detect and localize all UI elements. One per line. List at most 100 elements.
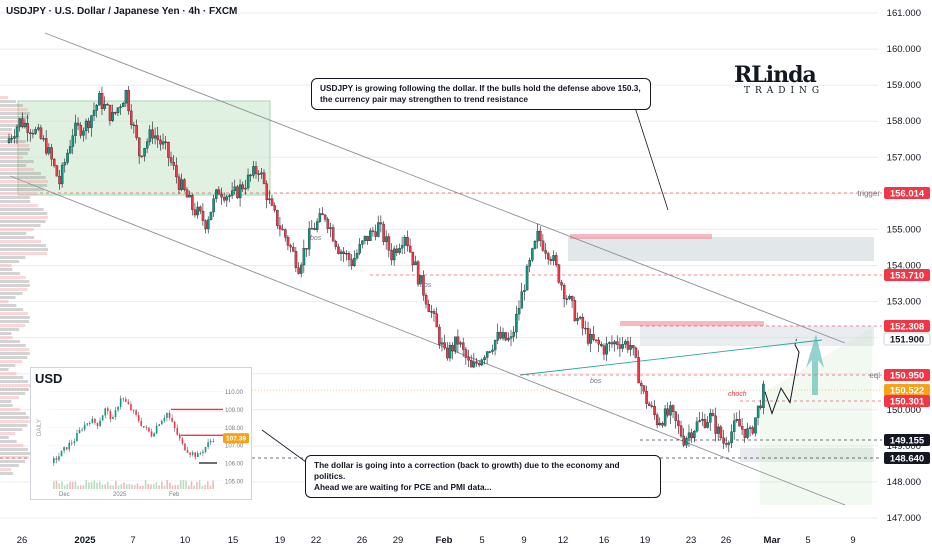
x-tick-label: Feb — [436, 535, 453, 546]
y-tick-label: 155.000 — [887, 224, 921, 235]
candle-body — [246, 174, 250, 189]
volume-profile-bar — [0, 396, 20, 399]
candle-body — [658, 422, 662, 426]
inset-candle-body — [150, 431, 153, 437]
volume-profile-bar — [0, 412, 26, 415]
supply-zone-top-2 — [620, 321, 764, 326]
candle-body — [244, 187, 247, 190]
x-tick-label: 10 — [180, 535, 191, 546]
candle-body — [488, 351, 492, 353]
candle-body — [103, 104, 106, 109]
inset-candle-body — [184, 443, 186, 451]
candle-body — [164, 141, 168, 143]
candle-body — [199, 206, 202, 212]
volume-profile-bar — [0, 332, 12, 335]
candle-body — [98, 92, 101, 106]
candle-body — [539, 230, 542, 241]
inset-volume-bar — [120, 484, 123, 489]
candle-body — [640, 382, 643, 386]
inset-candle-body — [179, 434, 181, 439]
volume-profile-bar — [0, 372, 17, 375]
volume-profile-bar — [0, 260, 20, 263]
channel-upper-line — [44, 32, 846, 344]
candle-body — [624, 341, 627, 345]
candle-body — [292, 246, 295, 252]
inset-candle-body — [119, 398, 122, 407]
bos-label: bos — [590, 378, 602, 385]
candle-body — [491, 349, 494, 352]
candle-body — [45, 138, 48, 154]
candle-body — [480, 359, 484, 366]
volume-profile-bar — [0, 208, 44, 211]
volume-profile-bar — [0, 416, 30, 419]
y-tick-label: 153.000 — [887, 297, 921, 308]
candle-body — [21, 118, 24, 128]
candle-body — [520, 291, 523, 309]
rlinda-logo: RLinda TRADING — [734, 64, 824, 97]
candle-body — [366, 235, 369, 242]
volume-profile-bar — [0, 240, 42, 243]
inset-volume-bar — [55, 480, 58, 489]
candle-body — [111, 112, 114, 121]
volume-profile-bar — [0, 272, 20, 275]
x-tick-label: 19 — [640, 535, 651, 546]
candle-body — [626, 341, 630, 350]
inset-candle-body — [171, 417, 173, 422]
price-level-badge — [884, 384, 930, 396]
inset-candle-body — [202, 451, 204, 454]
candle-body — [701, 419, 704, 421]
candle-body — [475, 361, 478, 364]
inset-candle-body — [114, 410, 117, 418]
candle-body — [238, 184, 242, 199]
candle-body — [18, 118, 21, 128]
candle-body — [695, 421, 699, 432]
candle-body — [549, 258, 553, 261]
price-level-value: 149.155 — [890, 436, 925, 447]
price-level-value: 156.014 — [890, 189, 925, 200]
candle-body — [456, 336, 460, 345]
candle-body — [100, 92, 104, 109]
inset-x-tick: Dec — [59, 492, 70, 498]
candle-body — [515, 313, 518, 333]
candle-body — [677, 420, 680, 426]
volume-profile-bar — [0, 384, 30, 387]
candle-body — [424, 295, 428, 305]
inset-volume-bar — [104, 484, 106, 489]
candle-body — [334, 240, 338, 247]
inset-candle-body — [176, 428, 179, 435]
candle-body — [286, 237, 290, 246]
candle-body — [108, 104, 112, 121]
candle-body — [642, 385, 646, 392]
candle-body — [79, 124, 83, 136]
inset-volume-bar — [193, 485, 195, 489]
volume-profile-bar — [0, 284, 30, 287]
volume-profile-bar — [0, 120, 26, 123]
x-tick-label: 2025 — [74, 535, 96, 546]
candle-body — [172, 162, 176, 166]
volume-profile-bar — [0, 344, 26, 347]
candle-body — [576, 318, 579, 321]
inset-candle-body — [212, 441, 215, 442]
x-tick-label: 15 — [228, 535, 239, 546]
x-tick-label: 5 — [479, 535, 484, 546]
price-level-badge — [884, 369, 930, 381]
candle-body — [703, 419, 707, 428]
inset-candle-body — [89, 423, 91, 424]
candle-body — [565, 298, 569, 300]
volume-profile-bar — [0, 168, 35, 171]
candle-body — [451, 344, 454, 352]
inset-candle-body — [130, 404, 132, 411]
volume-profile-bar — [0, 104, 23, 107]
candle-body — [414, 261, 417, 266]
volume-profile-bar — [0, 204, 38, 207]
inset-volume-bar — [174, 485, 177, 489]
inset-candle-body — [209, 441, 212, 443]
volume-profile-bar — [0, 360, 23, 363]
inset-candle-body — [153, 433, 155, 437]
inset-volume-bar — [131, 484, 133, 489]
candle-body — [185, 189, 189, 198]
volume-profile-bar — [0, 440, 17, 443]
candle-body — [690, 432, 693, 439]
candle-body — [735, 419, 739, 421]
